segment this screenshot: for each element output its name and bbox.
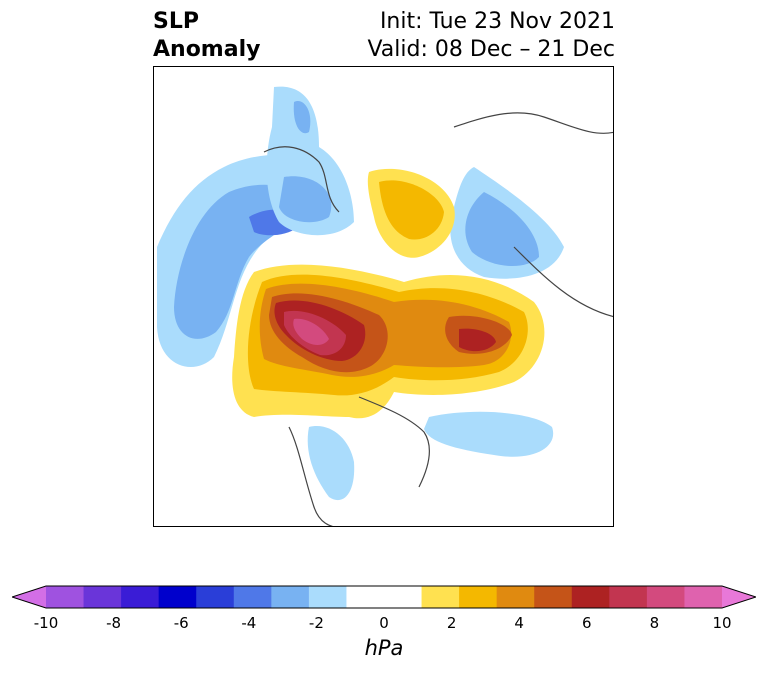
- map-title: SLP Anomaly: [153, 8, 260, 64]
- colorbar-cell: [609, 586, 648, 608]
- colorbar-tick-label: -2: [308, 614, 324, 632]
- colorbar-tick-label: -4: [241, 614, 257, 632]
- coastline-lines: [263, 112, 613, 526]
- anomaly-southwest-us: [307, 426, 355, 501]
- anomaly-alaska-high: [232, 264, 545, 419]
- colorbar: [12, 585, 756, 609]
- anomaly-barents-high: [367, 168, 455, 258]
- colorbar-tick-label: -6: [173, 614, 189, 632]
- colorbar-cell: [684, 586, 723, 608]
- anomaly-scandinavia: [266, 86, 354, 236]
- colorbar-cell: [158, 586, 197, 608]
- colorbar-cell: [571, 586, 610, 608]
- title-line-2: Anomaly: [153, 37, 261, 62]
- colorbar-cell: [83, 586, 122, 608]
- colorbar-tick-label: 6: [582, 614, 592, 632]
- anomaly-western-russia: [450, 167, 564, 279]
- colorbar-cell: [196, 586, 235, 608]
- colorbar-cell: [646, 586, 685, 608]
- colorbar-tick-label: 4: [514, 614, 524, 632]
- colorbar-cell: [346, 586, 385, 608]
- colorbar-tick-label: -8: [106, 614, 122, 632]
- colorbar-outline: [12, 585, 756, 609]
- map-panel: [153, 66, 614, 527]
- colorbar-cell: [233, 586, 272, 608]
- colorbar-tick-label: 10: [712, 614, 732, 632]
- colorbar-extend-min: [12, 586, 46, 608]
- colorbar-extend-max: [722, 586, 756, 608]
- valid-range: Valid: 08 Dec – 21 Dec: [367, 37, 615, 62]
- forecast-dates: Init: Tue 23 Nov 2021 Valid: 08 Dec – 21…: [367, 8, 615, 64]
- colorbar-cell: [384, 586, 423, 608]
- colorbar-tick-label: -10: [33, 614, 59, 632]
- colorbar-cell: [421, 586, 460, 608]
- colorbar-cell: [496, 586, 535, 608]
- colorbar-cell: [121, 586, 160, 608]
- colorbar-tick-label: 2: [446, 614, 457, 632]
- colorbar-cell: [459, 586, 498, 608]
- init-date: Init: Tue 23 Nov 2021: [379, 9, 615, 34]
- anomaly-western-atlantic: [424, 411, 554, 457]
- colorbar-cell: [534, 586, 573, 608]
- anomaly-map: [157, 86, 613, 526]
- colorbar-cell: [46, 586, 85, 608]
- colorbar-cell: [308, 586, 347, 608]
- colorbar-cell: [271, 586, 310, 608]
- title-line-1: SLP: [153, 9, 199, 34]
- colorbar-cells: [12, 585, 756, 609]
- colorbar-units: hPa: [364, 636, 404, 660]
- colorbar-tick-label: 0: [379, 614, 389, 632]
- colorbar-tick-label: 8: [649, 614, 660, 632]
